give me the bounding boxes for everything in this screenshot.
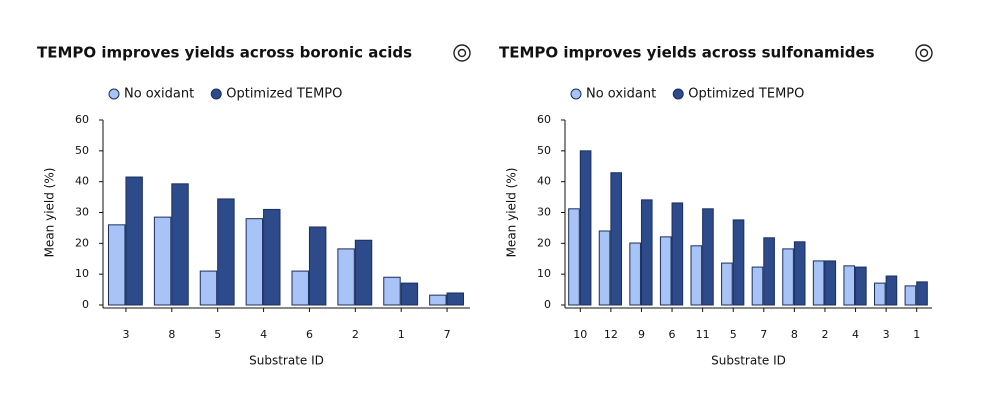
x-tick-label: 1 xyxy=(398,328,405,341)
bar xyxy=(629,242,641,306)
x-tick-label: 6 xyxy=(669,328,676,341)
x-tick-label: 4 xyxy=(260,328,267,341)
bar xyxy=(383,276,401,306)
legend-label: No oxidant xyxy=(586,87,656,102)
x-tick-label: 6 xyxy=(306,328,313,341)
bar xyxy=(568,208,580,306)
bar xyxy=(874,282,886,306)
y-tick-label: 50 xyxy=(75,144,89,157)
bar xyxy=(721,262,733,306)
bar xyxy=(751,266,764,306)
x-tick-label: 11 xyxy=(696,328,710,341)
bar xyxy=(446,292,464,306)
bar xyxy=(904,285,917,306)
y-tick-label: 10 xyxy=(537,267,551,280)
bar xyxy=(245,218,264,306)
legend-label: Optimized TEMPO xyxy=(226,87,342,102)
y-tick-label: 0 xyxy=(544,298,551,311)
legend-label: Optimized TEMPO xyxy=(688,87,804,102)
bar xyxy=(579,150,592,306)
legend-marker xyxy=(108,88,120,100)
bar xyxy=(824,260,837,306)
bar xyxy=(125,176,143,306)
x-axis-label: Substrate ID xyxy=(249,354,324,368)
x-tick-label: 8 xyxy=(168,328,175,341)
bar xyxy=(659,236,672,306)
legend-marker xyxy=(672,88,684,100)
y-tick-label: 20 xyxy=(537,236,551,249)
x-tick-label: 10 xyxy=(573,328,587,341)
bar xyxy=(763,237,775,306)
bar xyxy=(812,260,825,306)
bar xyxy=(885,275,898,306)
x-tick-label: 3 xyxy=(122,328,129,341)
legend-label: No oxidant xyxy=(124,87,194,102)
x-axis-label: Substrate ID xyxy=(711,354,786,368)
bar xyxy=(108,224,126,306)
bar xyxy=(429,294,447,306)
y-tick-label: 40 xyxy=(537,175,551,188)
legend-marker xyxy=(210,88,222,100)
y-axis-label: Mean yield (%) xyxy=(43,168,57,258)
logo-icon xyxy=(453,44,471,62)
bar xyxy=(610,172,622,306)
y-tick-label: 0 xyxy=(82,298,89,311)
y-tick-label: 40 xyxy=(75,175,89,188)
x-tick-label: 2 xyxy=(352,328,359,341)
x-tick-label: 5 xyxy=(730,328,737,341)
y-tick-label: 50 xyxy=(537,144,551,157)
x-tick-label: 7 xyxy=(444,328,451,341)
y-tick-label: 10 xyxy=(75,267,89,280)
y-tick-label: 60 xyxy=(537,113,551,126)
bar xyxy=(732,219,745,306)
x-tick-label: 1 xyxy=(913,328,920,341)
x-tick-label: 3 xyxy=(883,328,890,341)
bar xyxy=(308,226,327,306)
x-tick-label: 5 xyxy=(214,328,221,341)
bar xyxy=(337,248,355,306)
x-tick-label: 9 xyxy=(638,328,645,341)
x-tick-label: 12 xyxy=(604,328,618,341)
bar xyxy=(690,245,703,306)
logo-icon xyxy=(915,44,933,62)
x-tick-label: 7 xyxy=(760,328,767,341)
y-tick-label: 30 xyxy=(537,206,551,219)
bar xyxy=(793,241,806,306)
bar xyxy=(671,202,684,306)
bar xyxy=(263,208,281,306)
y-tick-label: 60 xyxy=(75,113,89,126)
bar xyxy=(702,208,714,306)
chart-title: TEMPO improves yields across sulfonamide… xyxy=(499,44,875,62)
legend-marker xyxy=(570,88,582,100)
bar xyxy=(916,281,928,306)
bar xyxy=(171,183,189,306)
bar xyxy=(291,270,309,306)
bar xyxy=(153,216,172,306)
bar xyxy=(199,270,218,306)
bar xyxy=(598,230,611,306)
bar xyxy=(400,282,419,306)
x-tick-label: 4 xyxy=(852,328,859,341)
bar xyxy=(217,198,235,306)
bar xyxy=(640,199,653,306)
bar xyxy=(354,239,373,306)
bar xyxy=(843,265,856,306)
chart-title: TEMPO improves yields across boronic aci… xyxy=(37,44,412,62)
x-tick-label: 8 xyxy=(791,328,798,341)
y-tick-label: 30 xyxy=(75,206,89,219)
y-axis-label: Mean yield (%) xyxy=(505,168,519,258)
bar xyxy=(782,248,794,306)
y-tick-label: 20 xyxy=(75,236,89,249)
x-tick-label: 2 xyxy=(821,328,828,341)
bar xyxy=(855,266,867,306)
